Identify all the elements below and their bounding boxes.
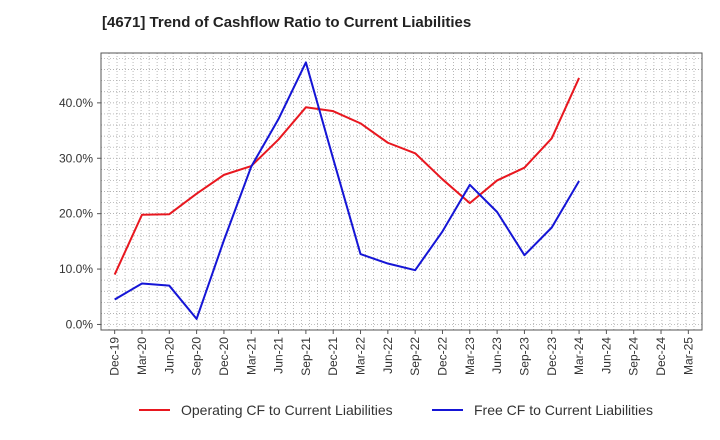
x-tick-label: Jun-20 xyxy=(162,337,176,374)
plot-frame xyxy=(100,52,703,331)
x-tick-label: Sep-21 xyxy=(299,337,313,376)
x-tick-label: Dec-20 xyxy=(217,337,231,376)
x-tick-label: Jun-24 xyxy=(599,337,613,374)
x-tick-label: Mar-22 xyxy=(354,337,368,375)
y-tick-label: 10.0% xyxy=(59,262,93,276)
x-tick-label: Dec-19 xyxy=(108,337,122,376)
x-tick-label: Dec-21 xyxy=(326,337,340,376)
x-tick-label: Jun-23 xyxy=(490,337,504,374)
x-tick-label: Dec-24 xyxy=(654,337,668,376)
x-tick-label: Mar-24 xyxy=(572,337,586,375)
y-tick-label: 30.0% xyxy=(59,151,93,165)
chart-title: [4671] Trend of Cashflow Ratio to Curren… xyxy=(102,14,472,31)
x-tick-label: Sep-24 xyxy=(627,337,641,376)
series-layer xyxy=(113,61,580,320)
series-line-1 xyxy=(113,77,580,276)
x-tick-label: Sep-23 xyxy=(517,337,531,376)
x-tick-label: Jun-21 xyxy=(272,337,286,374)
y-tick-label: 40.0% xyxy=(59,96,93,110)
y-axis-ticks: 0.0% 10.0% 20.0% 30.0% 40.0% xyxy=(59,96,101,331)
x-tick-label: Sep-20 xyxy=(190,337,204,376)
x-tick-label: Dec-22 xyxy=(435,337,449,376)
x-tick-label: Dec-23 xyxy=(545,337,559,376)
series-line-2 xyxy=(114,61,580,320)
grid-layer xyxy=(101,53,702,330)
x-tick-label: Mar-25 xyxy=(681,337,695,375)
x-tick-label: Sep-22 xyxy=(408,337,422,376)
legend-label-1: Operating CF to Current Liabilities xyxy=(181,402,393,418)
x-tick-label: Mar-21 xyxy=(244,337,258,375)
x-axis-ticks: Dec-19 Mar-20 Jun-20 Sep-20 Dec-20 Mar-21 Jun-… xyxy=(108,330,695,376)
y-tick-label: 20.0% xyxy=(59,207,93,221)
legend-label-2: Free CF to Current Liabilities xyxy=(474,402,653,418)
x-tick-label: Jun-22 xyxy=(381,337,395,374)
x-tick-label: Mar-20 xyxy=(135,337,149,375)
legend: Operating CF to Current Liabilities Free … xyxy=(139,402,653,418)
x-tick-label: Mar-23 xyxy=(463,337,477,375)
y-tick-label: 0.0% xyxy=(66,317,94,331)
